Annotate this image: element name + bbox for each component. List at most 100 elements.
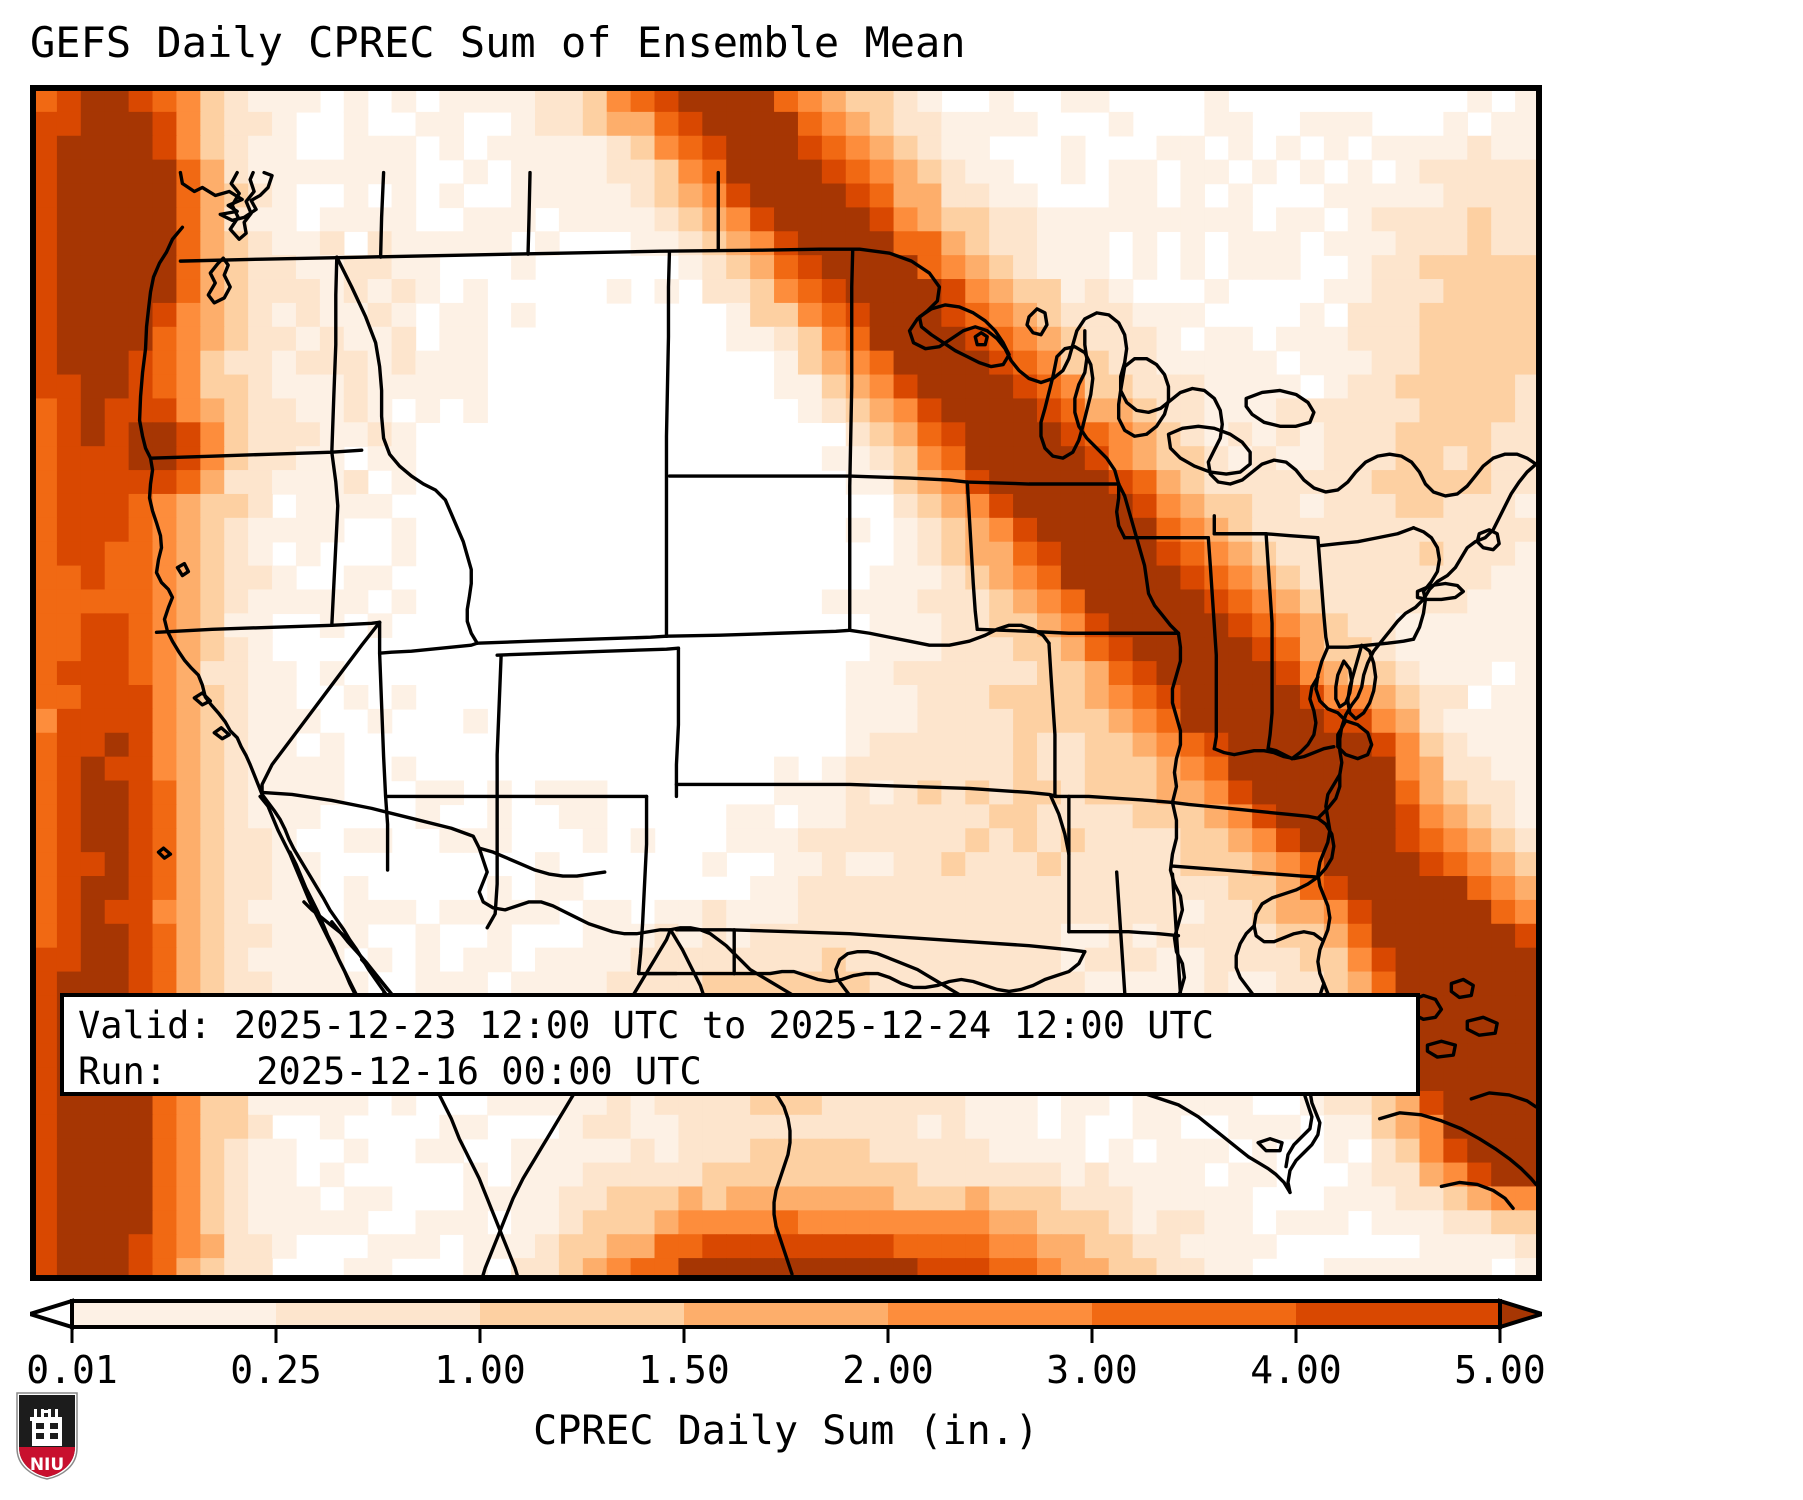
precipitation-heatmap[interactable]: [33, 88, 1539, 1278]
precip-cell: [726, 804, 751, 829]
precip-cell: [1395, 541, 1421, 567]
precip-cell: [152, 661, 178, 686]
map-panel[interactable]: [30, 85, 1542, 1281]
precip-cell: [391, 756, 417, 782]
precip-cell: [1108, 302, 1134, 328]
precip-cell: [1467, 804, 1492, 829]
precip-cell: [1347, 876, 1373, 901]
precip-cell: [774, 923, 799, 949]
precip-cell: [1060, 684, 1086, 710]
precip-cell: [869, 828, 895, 853]
precip-cell: [1060, 661, 1086, 686]
precip-cell: [1443, 279, 1468, 304]
precip-cell: [1228, 255, 1253, 280]
precip-cell: [1395, 804, 1421, 829]
precip-cell: [33, 661, 58, 686]
precip-cell: [272, 876, 297, 901]
precip-cell: [1347, 852, 1373, 877]
colorbar-swatches[interactable]: [30, 1285, 1542, 1355]
precip-cell: [1467, 207, 1492, 232]
precip-cell: [941, 804, 966, 829]
precip-cell: [1276, 1210, 1301, 1235]
precip-cell: [1276, 684, 1301, 710]
precip-cell: [272, 111, 297, 137]
precip-cell: [845, 1210, 871, 1235]
precip-cell: [104, 135, 130, 161]
precip-cell: [1180, 589, 1206, 615]
precip-cell: [1108, 1162, 1134, 1188]
precip-cell: [200, 493, 225, 519]
precip-cell: [1108, 804, 1134, 829]
precip-cell: [1276, 828, 1301, 853]
precip-cell: [1443, 302, 1468, 328]
precip-cell: [869, 565, 895, 591]
precip-cell: [200, 780, 225, 806]
valid-run-info-box: Valid: 2025-12-23 12:00 UTC to 2025-12-2…: [60, 993, 1420, 1096]
precip-cell: [1443, 1186, 1468, 1212]
precip-cell: [272, 374, 297, 400]
precip-cell: [1515, 1210, 1539, 1235]
precip-cell: [774, 374, 799, 400]
precip-cell: [1108, 1138, 1134, 1164]
precip-cell: [1013, 1114, 1038, 1140]
precip-cell: [1013, 637, 1038, 662]
precip-cell: [295, 804, 321, 829]
precip-cell: [797, 88, 823, 113]
precip-cell: [176, 876, 202, 901]
precip-cell: [606, 279, 632, 304]
precip-cell: [821, 899, 847, 925]
precip-cell: [224, 1186, 249, 1212]
precip-cell: [1228, 1114, 1253, 1140]
precip-cell: [1443, 589, 1468, 615]
precip-cell: [1443, 207, 1468, 232]
precip-cell: [56, 1234, 82, 1259]
precip-cell: [678, 111, 704, 137]
precip-cell: [224, 661, 249, 686]
precip-cell: [1419, 350, 1445, 376]
precip-cell: [1515, 1019, 1539, 1044]
precip-cell: [1252, 756, 1277, 782]
precip-cell: [1013, 446, 1038, 471]
precip-cell: [1084, 661, 1110, 686]
precip-cell: [200, 88, 225, 113]
precip-cell: [654, 159, 680, 185]
precip-cell: [80, 470, 106, 495]
precip-cell: [272, 971, 297, 997]
precip-cell: [80, 398, 106, 424]
precip-cell: [989, 1234, 1014, 1259]
precip-cell: [56, 517, 82, 543]
precip-cell: [1395, 708, 1421, 734]
colorbar[interactable]: [30, 1285, 1542, 1355]
precip-cell: [917, 684, 943, 710]
precip-cell: [1467, 876, 1492, 901]
precip-cell: [1467, 995, 1492, 1021]
precip-cell: [1443, 398, 1468, 424]
precip-cell: [487, 947, 512, 973]
precip-cell: [750, 183, 775, 209]
precip-cell: [1371, 828, 1397, 853]
precip-cell: [1228, 207, 1253, 232]
precip-cell: [200, 207, 225, 232]
precip-cell: [104, 326, 130, 352]
precip-cell: [1491, 947, 1516, 973]
precip-cell: [1443, 637, 1468, 662]
precip-cell: [1156, 852, 1182, 877]
precip-cell: [1515, 1043, 1539, 1068]
precip-cell: [726, 207, 751, 232]
colorbar-tick-label: 5.00: [1454, 1348, 1546, 1392]
precip-cell: [1443, 661, 1468, 686]
precip-cell: [176, 279, 202, 304]
precip-cell: [176, 255, 202, 280]
precip-cell: [33, 780, 58, 806]
precip-cell: [319, 302, 345, 328]
precip-cell: [1180, 732, 1206, 758]
colorbar-band: [72, 1301, 277, 1327]
precip-cell: [726, 1258, 751, 1278]
precip-cell: [343, 493, 369, 519]
precip-cell: [1156, 684, 1182, 710]
precip-cell: [941, 374, 966, 400]
precip-cell: [941, 493, 966, 519]
precip-cell: [558, 804, 584, 829]
precip-cell: [1013, 565, 1038, 591]
precip-cell: [33, 1258, 58, 1278]
